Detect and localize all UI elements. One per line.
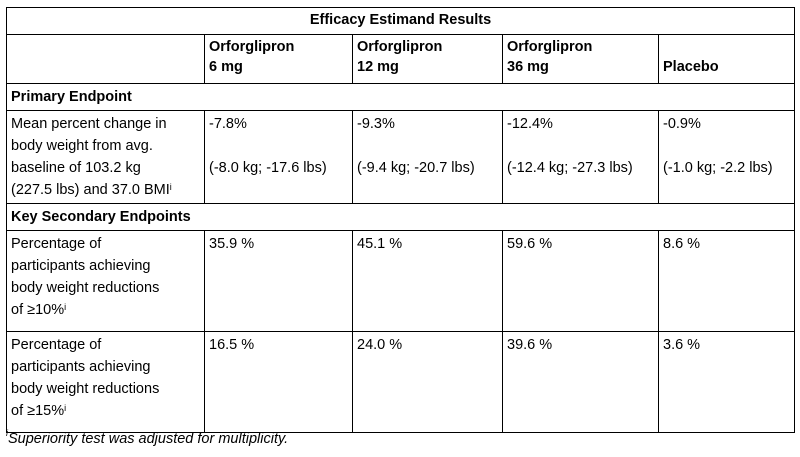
label-line: body weight reductions: [11, 280, 160, 296]
weight-detail: (-1.0 kg; -2.2 lbs): [663, 160, 773, 176]
primary-endpoint-heading: Primary Endpoint: [5, 83, 796, 111]
column-header-line1: Orforglipron: [507, 39, 593, 55]
secondary-row-label: Percentage of participants achieving bod…: [6, 331, 205, 433]
label-line: (227.5 lbs) and 37.0 BMI: [11, 182, 170, 198]
table-row: Percentage of participants achieving bod…: [6, 230, 796, 332]
secondary-endpoints-heading: Key Secondary Endpoints: [5, 203, 796, 231]
weight-detail: (-12.4 kg; -27.3 lbs): [507, 160, 633, 176]
efficacy-results-table: Efficacy Estimand Results Orforglipron 6…: [5, 7, 796, 433]
footnote-marker: i: [64, 403, 67, 413]
table-row: Percentage of participants achieving bod…: [6, 331, 796, 433]
footnote-marker: i: [6, 428, 8, 438]
table-title: Efficacy Estimand Results: [5, 7, 796, 35]
column-header-line1: Orforglipron: [209, 39, 295, 55]
column-header-line2: 36 mg: [507, 59, 549, 75]
footnote: iSuperiority test was adjusted for multi…: [6, 428, 289, 447]
table-cell: 16.5 %: [204, 331, 353, 433]
label-line: Mean percent change in: [11, 116, 167, 132]
label-line: body weight from avg.: [11, 138, 153, 154]
table-cell: -7.8% (-8.0 kg; -17.6 lbs): [204, 110, 353, 204]
column-header-row: Orforglipron 6 mg Orforglipron 12 mg Orf…: [6, 34, 796, 84]
label-line: participants achieving: [11, 359, 151, 375]
header-empty-cell: [6, 34, 205, 84]
secondary-row-label: Percentage of participants achieving bod…: [6, 230, 205, 332]
table-cell: 45.1 %: [352, 230, 503, 332]
column-header-36mg: Orforglipron 36 mg: [502, 34, 659, 84]
column-header-6mg: Orforglipron 6 mg: [204, 34, 353, 84]
weight-detail: (-9.4 kg; -20.7 lbs): [357, 160, 475, 176]
table-cell: -9.3% (-9.4 kg; -20.7 lbs): [352, 110, 503, 204]
column-header-line2: 6 mg: [209, 59, 243, 75]
percent-value: -7.8%: [209, 116, 247, 132]
primary-row-label: Mean percent change in body weight from …: [6, 110, 205, 204]
label-line: baseline of 103.2 kg: [11, 160, 141, 176]
footnote-text: Superiority test was adjusted for multip…: [8, 431, 289, 447]
label-line: Percentage of: [11, 337, 102, 353]
table-cell: 8.6 %: [657, 230, 796, 332]
column-header-placebo: Placebo: [657, 34, 796, 84]
footnote-marker: i: [64, 302, 67, 312]
label-line: Percentage of: [11, 236, 102, 252]
label-line: of ≥15%: [11, 403, 65, 419]
table-cell: -0.9% (-1.0 kg; -2.2 lbs): [657, 110, 796, 204]
table-cell: 24.0 %: [352, 331, 503, 433]
table-cell: 35.9 %: [204, 230, 353, 332]
label-line: of ≥10%: [11, 302, 65, 318]
label-line: participants achieving: [11, 258, 151, 274]
table-cell: -12.4% (-12.4 kg; -27.3 lbs): [502, 110, 659, 204]
percent-value: -0.9%: [663, 116, 701, 132]
label-line: body weight reductions: [11, 381, 160, 397]
column-header-line1: Orforglipron: [357, 39, 443, 55]
percent-value: -9.3%: [357, 116, 395, 132]
column-header-line1: [663, 37, 790, 57]
footnote-marker: i: [169, 182, 172, 192]
table-cell: 59.6 %: [502, 230, 659, 332]
column-header-12mg: Orforglipron 12 mg: [352, 34, 503, 84]
percent-value: -12.4%: [507, 116, 553, 132]
table-cell: 3.6 %: [657, 331, 796, 433]
column-header-line2: Placebo: [663, 59, 719, 75]
weight-detail: (-8.0 kg; -17.6 lbs): [209, 160, 327, 176]
column-header-line2: 12 mg: [357, 59, 399, 75]
table-cell: 39.6 %: [502, 331, 659, 433]
table-row: Mean percent change in body weight from …: [6, 110, 796, 204]
